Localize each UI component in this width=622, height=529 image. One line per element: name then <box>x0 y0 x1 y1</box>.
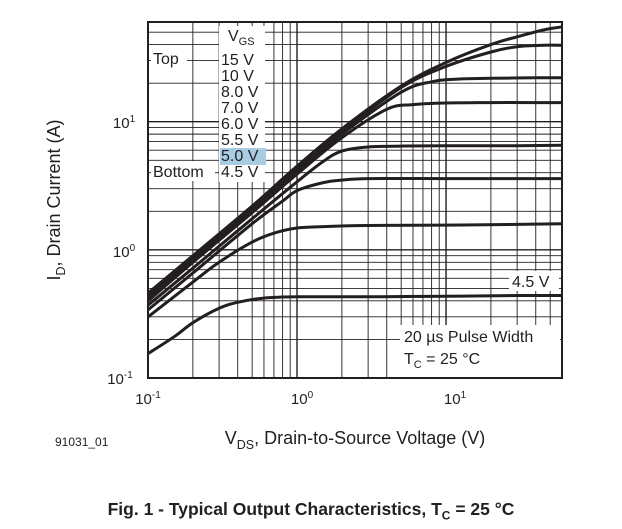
x-tick-label: 10-1 <box>135 390 161 408</box>
legend-top-label: Top <box>153 51 179 68</box>
legend-entry: 8.0 V <box>221 84 259 101</box>
series-line-6 <box>147 176 562 312</box>
legend: VGS 15 V 10 V 8.0 V 7.0 V 6.0 V 5.5 V 5.… <box>151 26 266 182</box>
svg-text:10-1: 10-1 <box>135 390 161 408</box>
y-tick-label: 100 <box>113 243 136 261</box>
figure-id: 91031_01 <box>55 435 109 449</box>
pulse-width-note: 20 µs Pulse Width <box>404 329 533 346</box>
svg-text:100: 100 <box>113 243 136 261</box>
legend-entry: 4.5 V <box>221 164 259 181</box>
svg-text:100: 100 <box>291 390 314 408</box>
grid <box>148 22 562 378</box>
series-line-3 <box>147 76 562 300</box>
svg-text:101: 101 <box>113 114 136 132</box>
x-tick-label: 101 <box>444 390 467 408</box>
series-line-5 <box>147 143 563 307</box>
svg-text:101: 101 <box>444 390 467 408</box>
legend-entry: 7.0 V <box>221 100 259 117</box>
curve-label-4-5v: 4.5 V <box>512 274 550 291</box>
series-line-7 <box>147 222 563 319</box>
series-line-2 <box>147 43 563 297</box>
y-tick-label: 101 <box>113 114 136 132</box>
legend-entry: 6.0 V <box>221 116 259 133</box>
x-tick-label: 100 <box>291 390 314 408</box>
figure-caption: Fig. 1 - Typical Output Characteristics,… <box>107 499 515 523</box>
legend-header: VGS <box>228 28 255 48</box>
legend-entry: 10 V <box>221 68 254 85</box>
svg-text:10-1: 10-1 <box>107 370 133 388</box>
y-tick-label: 10-1 <box>107 370 133 388</box>
series-line-8 <box>147 293 563 355</box>
legend-entry: 5.5 V <box>221 132 259 149</box>
curves <box>147 25 563 355</box>
legend-entry: 15 V <box>221 52 254 69</box>
legend-entry: 5.0 V <box>221 148 259 165</box>
x-axis-title: VDS, Drain-to-Source Voltage (V) <box>225 428 486 452</box>
series-line-4 <box>147 101 562 303</box>
plot-frame <box>147 21 563 379</box>
temperature-note: TC = 25 °C <box>404 351 480 371</box>
legend-highlight <box>220 148 266 165</box>
legend-bottom-label: Bottom <box>153 164 204 181</box>
y-axis-title: ID, Drain Current (A) <box>44 119 68 280</box>
